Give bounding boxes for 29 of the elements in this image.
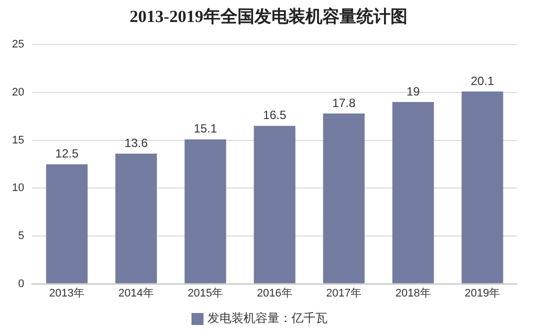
legend-label: 发电装机容量：亿千瓦 [208, 311, 328, 326]
bar [462, 91, 504, 284]
bar [184, 139, 226, 284]
bar [115, 154, 157, 284]
y-tick-label: 5 [18, 230, 24, 242]
y-tick-label: 10 [12, 182, 24, 194]
data-label: 16.5 [262, 108, 287, 122]
data-label: 12.5 [55, 146, 79, 161]
x-tick-label: 2017年 [326, 287, 362, 300]
bar [392, 102, 434, 284]
y-tick-label: 0 [18, 278, 24, 290]
bar [46, 164, 88, 284]
data-label: 15.1 [194, 122, 218, 136]
chart-title: 2013-2019年全国发电装机容量统计图 [128, 6, 408, 28]
x-tick-label: 2014年 [118, 287, 154, 300]
y-tick-label: 20 [12, 86, 24, 98]
y-tick-label: 25 [12, 38, 24, 51]
x-tick-label: 2018年 [395, 287, 431, 300]
data-label: 13.6 [124, 136, 148, 150]
data-label: 20.1 [470, 74, 494, 88]
y-tick-label: 15 [12, 134, 24, 146]
x-tick-label: 2019年 [464, 287, 500, 300]
x-tick-label: 2013年 [49, 287, 85, 300]
x-tick-label: 2015年 [188, 287, 224, 300]
data-label: 19 [406, 84, 420, 98]
x-tick-label: 2016年 [256, 287, 292, 300]
data-label: 17.8 [332, 96, 356, 110]
bar [323, 113, 365, 284]
bar [254, 126, 296, 284]
